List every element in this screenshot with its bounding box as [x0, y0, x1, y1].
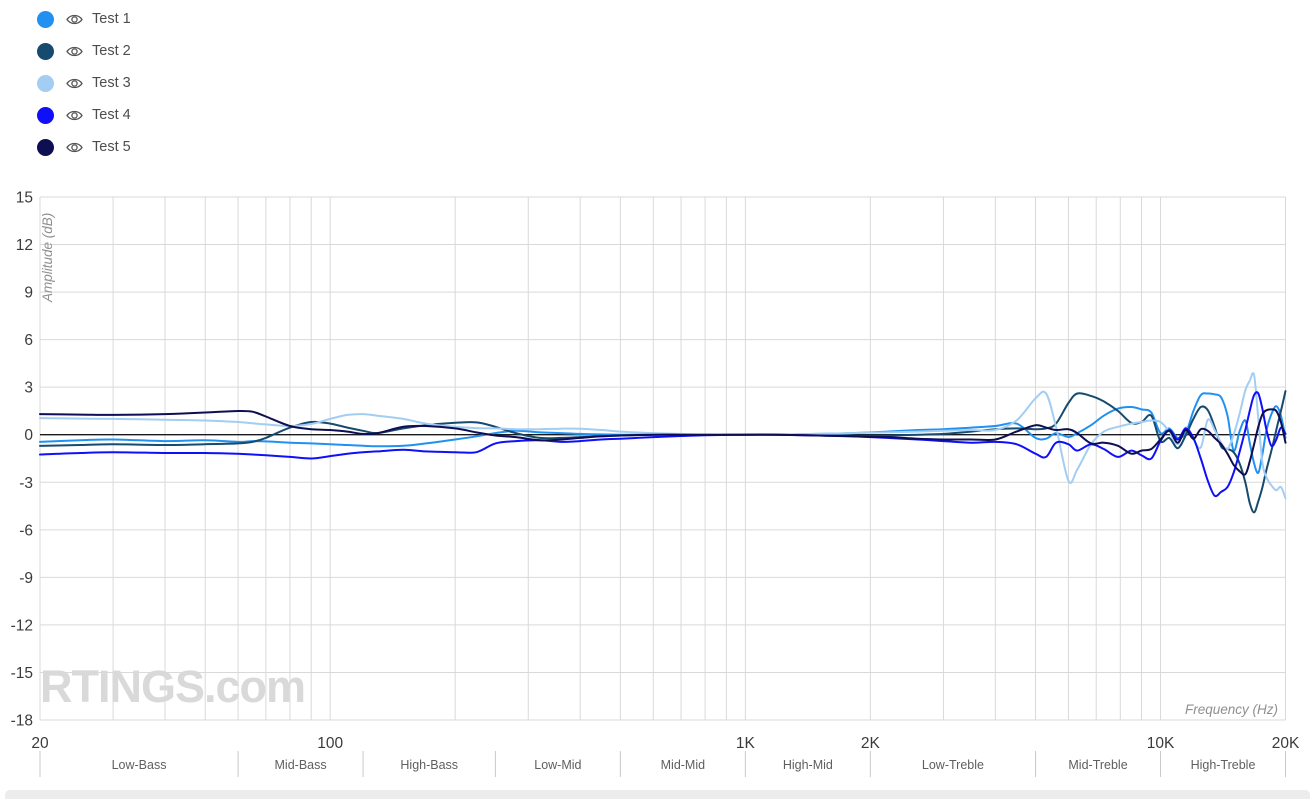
x-tick-label: 2K — [861, 735, 881, 752]
series-color-swatch[interactable] — [37, 74, 54, 92]
rtings-watermark: RTINGS.com — [40, 661, 305, 712]
visibility-eye-icon[interactable] — [66, 45, 83, 58]
series-color-swatch[interactable] — [37, 42, 54, 60]
visibility-eye-icon[interactable] — [66, 109, 83, 122]
legend-label: Test 2 — [92, 43, 131, 59]
series-color-swatch[interactable] — [37, 138, 54, 156]
band-label: Mid-Mid — [661, 758, 705, 772]
y-axis-tick-labels: 15 12 9 6 3 0 -3 -6 -9 -12 -15 -18 — [11, 190, 34, 730]
x-tick-label: 100 — [317, 735, 343, 752]
series-color-swatch[interactable] — [37, 106, 54, 124]
y-tick-label: -12 — [11, 617, 33, 634]
series-curves — [39, 372, 1287, 514]
y-tick-label: 3 — [24, 380, 33, 397]
band-label: Low-Treble — [922, 758, 984, 772]
x-axis-tick-labels: 20 100 1K 2K 10K 20K — [31, 735, 1300, 752]
visibility-eye-icon[interactable] — [66, 77, 83, 90]
y-tick-label: 0 — [24, 427, 33, 444]
curve-test-5 — [39, 408, 1287, 476]
y-tick-label: 9 — [24, 285, 33, 302]
band-label: Mid-Bass — [275, 758, 327, 772]
x-tick-label: 1K — [736, 735, 756, 752]
y-tick-label: 15 — [16, 190, 33, 207]
legend-label: Test 5 — [92, 139, 131, 155]
y-tick-label: -15 — [11, 665, 33, 682]
y-tick-label: -6 — [19, 522, 33, 539]
visibility-eye-icon[interactable] — [66, 141, 83, 154]
legend-row-test-4: Test 4 — [37, 99, 131, 131]
band-label: Low-Mid — [534, 758, 581, 772]
y-tick-label: 6 — [24, 332, 33, 349]
horizontal-scrollbar[interactable] — [5, 790, 1310, 799]
legend-row-test-2: Test 2 — [37, 35, 131, 67]
band-label: High-Treble — [1191, 758, 1256, 772]
curve-test-4 — [39, 391, 1287, 498]
y-tick-label: -3 — [19, 475, 33, 492]
curve-test-1 — [39, 392, 1287, 475]
x-axis-title: Frequency (Hz) — [1185, 702, 1278, 717]
y-tick-label: -9 — [19, 570, 33, 587]
x-tick-label: 10K — [1147, 735, 1175, 752]
band-label: Low-Bass — [112, 758, 167, 772]
band-label: Mid-Treble — [1068, 758, 1127, 772]
gridlines — [39, 196, 1286, 721]
curve-test-2 — [39, 390, 1287, 514]
y-tick-label: 12 — [16, 237, 33, 254]
legend-label: Test 3 — [92, 75, 131, 91]
visibility-eye-icon[interactable] — [66, 13, 83, 26]
legend-label: Test 4 — [92, 107, 131, 123]
x-tick-label: 20K — [1272, 735, 1300, 752]
curve-test-3 — [39, 372, 1287, 500]
legend-row-test-3: Test 3 — [37, 67, 131, 99]
x-tick-label: 20 — [31, 735, 49, 752]
band-label: High-Mid — [783, 758, 833, 772]
band-label: High-Bass — [400, 758, 458, 772]
y-tick-label: -18 — [11, 713, 33, 730]
frequency-bands: Low-Bass Mid-Bass High-Bass Low-Mid Mid-Mid H… — [39, 751, 1286, 777]
y-axis-title: Amplitude (dB) — [40, 213, 55, 303]
legend: Test 1 Test 2 Test 3 Test 4 Test 5 — [37, 3, 131, 163]
series-color-swatch[interactable] — [37, 10, 54, 28]
legend-label: Test 1 — [92, 11, 131, 27]
legend-row-test-5: Test 5 — [37, 131, 131, 163]
legend-row-test-1: Test 1 — [37, 3, 131, 35]
